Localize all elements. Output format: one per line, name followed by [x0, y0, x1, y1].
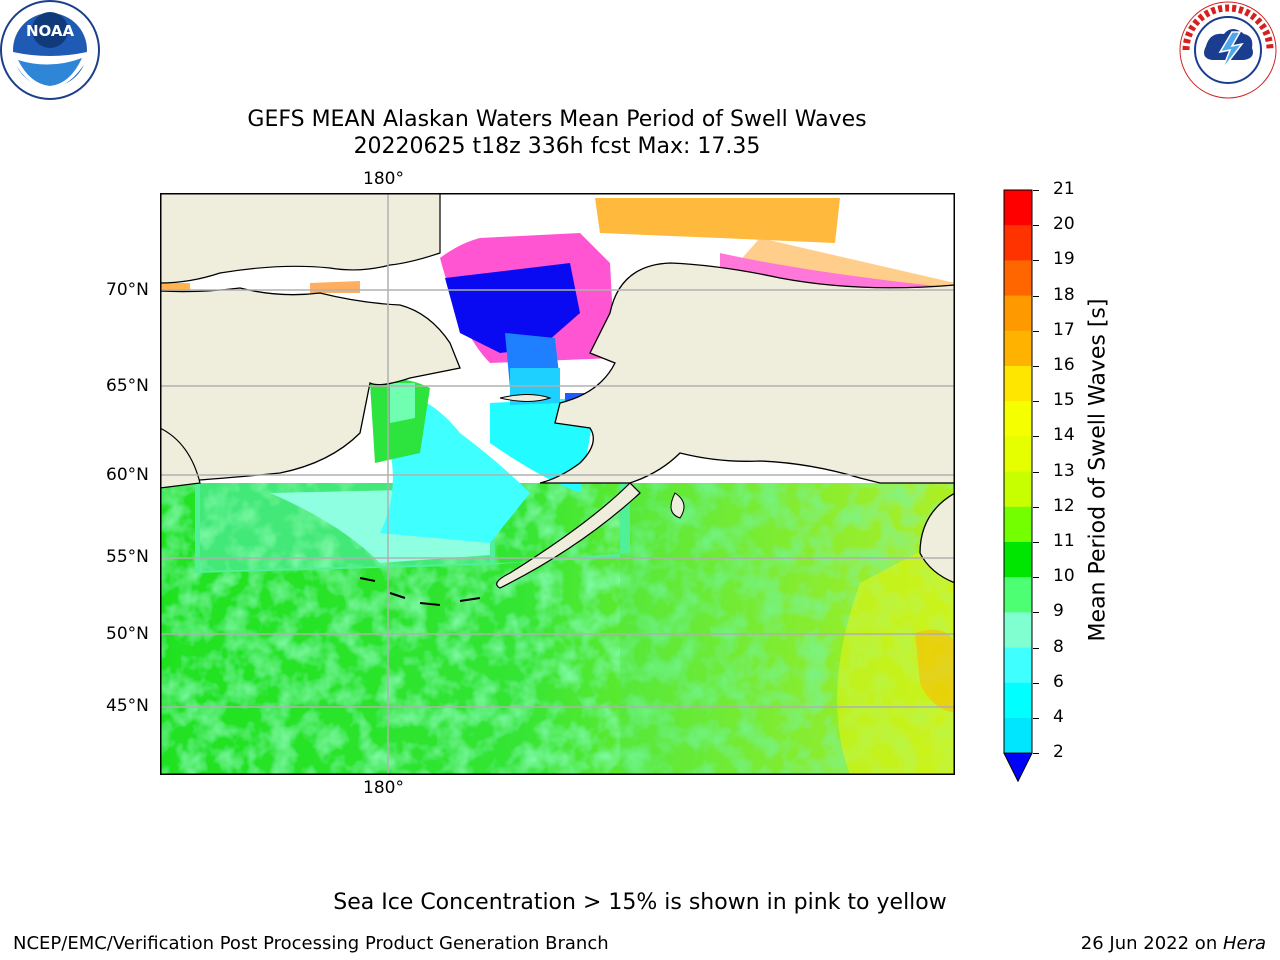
colorbar-tick-mark: [1033, 542, 1039, 543]
colorbar-tick-label: 12: [1053, 495, 1075, 516]
colorbar-title: Mean Period of Swell Waves [s]: [1085, 298, 1111, 642]
st-lawrence-island: [499, 394, 552, 402]
colorbar-tick-mark: [1033, 225, 1039, 227]
colorbar-tick-mark: [1033, 401, 1039, 403]
lat-label-70: 70°N: [106, 280, 149, 300]
colorbar-tick-label: 11: [1053, 531, 1075, 551]
colorbar-segment: [1004, 330, 1032, 367]
sea-ice-orange-north: [595, 198, 840, 243]
colorbar-segment: [1004, 190, 1032, 226]
colorbar-tick-mark: [1033, 471, 1039, 473]
colorbar-segment: [1004, 542, 1032, 578]
colorbar-under-arrow: [1003, 752, 1033, 783]
colorbar-tick-label: 20: [1053, 214, 1075, 235]
nws-logo: [1176, 0, 1280, 100]
colorbar-segment: [1004, 436, 1032, 473]
colorbar-segment: [1004, 647, 1032, 684]
colorbar-tick-mark: [1033, 682, 1039, 684]
colorbar-tick-mark: [1033, 506, 1039, 508]
colorbar-segment: [1004, 612, 1032, 649]
colorbar-tick-label: 17: [1053, 319, 1075, 340]
colorbar-segment: [1004, 260, 1032, 297]
colorbar-tick-label: 19: [1053, 249, 1075, 270]
footer-date: 26 Jun 2022 on: [1080, 933, 1223, 954]
colorbar-tick-mark: [1033, 366, 1039, 367]
colorbar-svg: [1003, 189, 1033, 783]
colorbar-segment: [1004, 718, 1032, 754]
colorbar-tick-mark: [1033, 753, 1039, 755]
bering-west-mint: [390, 383, 415, 423]
map-svg: [159, 192, 956, 775]
chukotka-land: [159, 192, 441, 284]
colorbar-tick-label: 14: [1053, 425, 1075, 446]
footer-host: Hera: [1222, 933, 1266, 954]
colorbar-tick-mark: [1033, 295, 1039, 297]
colorbar-tick-mark: [1033, 612, 1039, 614]
lat-label-60: 60°N: [106, 465, 149, 485]
kamchatka-land: [159, 427, 201, 489]
colorbar-tick-label: 4: [1053, 707, 1064, 727]
colorbar-tick-label: 2: [1053, 742, 1064, 763]
colorbar-segment: [1004, 577, 1032, 613]
colorbar-tick-label: 15: [1053, 390, 1075, 411]
colorbar-tick-label: 6: [1053, 671, 1064, 692]
gridlines: [160, 193, 955, 775]
colorbar-segment: [1004, 506, 1032, 543]
colorbar-segment: [1004, 682, 1032, 719]
colorbar-tick-mark: [1033, 647, 1039, 649]
orange-swell-patch: [915, 629, 955, 713]
noaa-logo-text: NOAA: [26, 22, 75, 40]
map-frame: [160, 193, 955, 775]
colorbar: [1003, 188, 1033, 783]
lat-label-65: 65°N: [106, 376, 149, 396]
map-panel: [159, 192, 956, 775]
colorbar-segment: [1004, 225, 1032, 261]
aleutian-islands: [359, 577, 481, 606]
colorbar-tick-label: 13: [1053, 460, 1075, 481]
bottom-lon-label: 180°: [363, 778, 404, 798]
footer-right: 26 Jun 2022 on Hera: [1081, 933, 1266, 954]
colorbar-tick-mark: [1033, 330, 1039, 332]
lat-label-55: 55°N: [106, 547, 149, 567]
colorbar-segment: [1004, 295, 1032, 332]
top-lon-label: 180°: [363, 169, 404, 189]
lat-label-45: 45°N: [106, 696, 149, 716]
colorbar-tick-label: 8: [1053, 636, 1064, 657]
colorbar-segment: [1004, 401, 1032, 437]
kodiak-island: [670, 492, 685, 519]
colorbar-tick-mark: [1033, 190, 1039, 191]
colorbar-tick-label: 10: [1053, 566, 1075, 587]
sea-ice-note: Sea Ice Concentration > 15% is shown in …: [333, 890, 947, 915]
chart-title-line2: 20220625 t18z 336h fcst Max: 17.35: [353, 134, 761, 159]
sea-ice-orange-mid: [310, 281, 360, 293]
colorbar-tick-mark: [1033, 718, 1039, 719]
colorbar-tick-mark: [1033, 436, 1039, 438]
noaa-logo: NOAA: [0, 0, 104, 100]
colorbar-segment: [1004, 366, 1032, 402]
colorbar-tick-label: 9: [1053, 601, 1064, 622]
colorbar-tick-label: 21: [1053, 179, 1075, 199]
footer-left: NCEP/EMC/Verification Post Processing Pr…: [13, 933, 609, 954]
colorbar-tick-label: 18: [1053, 284, 1075, 305]
eastern-pacific-yellow-swell: [837, 533, 955, 775]
lat-label-50: 50°N: [106, 624, 149, 644]
alaska-peninsula: [496, 482, 641, 589]
chart-title-line1: GEFS MEAN Alaskan Waters Mean Period of …: [247, 107, 867, 132]
colorbar-frame: [1003, 189, 1033, 754]
colorbar-tick-mark: [1033, 577, 1039, 579]
chukchi-blue: [445, 263, 580, 353]
colorbar-segment: [1004, 471, 1032, 508]
colorbar-tick-label: 16: [1053, 355, 1075, 375]
colorbar-tick-mark: [1033, 260, 1039, 262]
